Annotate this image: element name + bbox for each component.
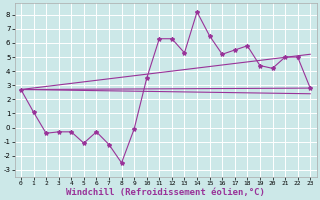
X-axis label: Windchill (Refroidissement éolien,°C): Windchill (Refroidissement éolien,°C) <box>66 188 265 197</box>
